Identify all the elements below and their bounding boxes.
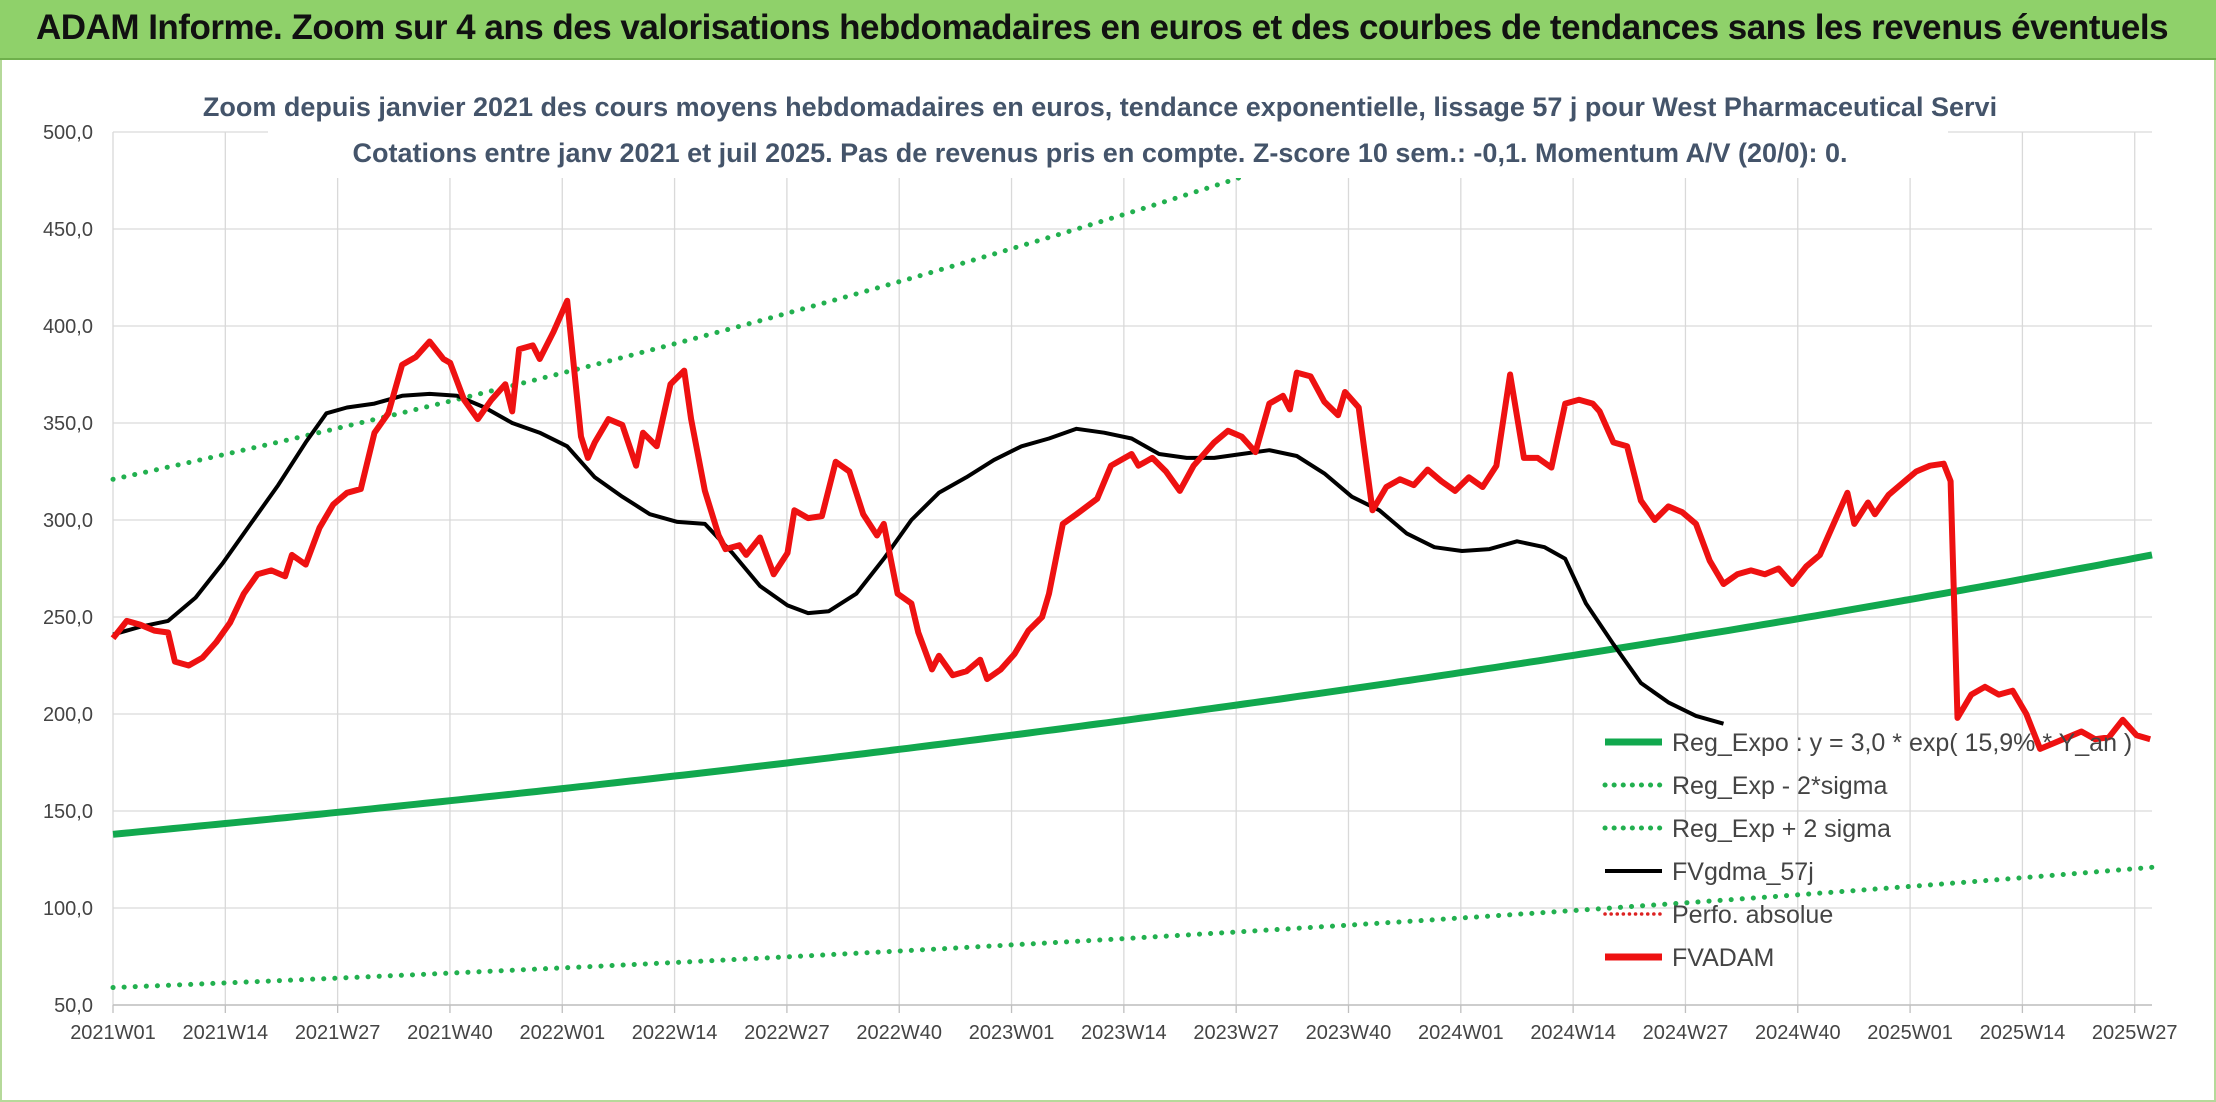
legend-label: Reg_Exp + 2 sigma (1672, 815, 1891, 843)
chart-subtitle: Zoom depuis janvier 2021 des cours moyen… (203, 82, 1997, 178)
page-title: ADAM Informe. Zoom sur 4 ans des valoris… (36, 8, 2169, 47)
axes: 50,0 100,0 150,0 200,0 250,0 300,0 350,0 400,0 4… (43, 122, 2178, 1044)
series-upper-band (110, 132, 1385, 482)
legend-label: FVADAM (1672, 944, 1774, 972)
series-price (110, 297, 2152, 752)
subtitle-background (268, 82, 1948, 178)
x-tick-label: 2024W14 (1530, 1022, 1616, 1044)
x-tick-label: 2022W27 (744, 1022, 830, 1044)
subtitle-line-1: Zoom depuis janvier 2021 des cours moyen… (203, 92, 1997, 122)
series-layer (110, 132, 2155, 990)
y-tick-label: 200,0 (43, 704, 93, 726)
y-tick-label: 50,0 (54, 995, 93, 1017)
title-banner: ADAM Informe. Zoom sur 4 ans des valoris… (0, 0, 2216, 60)
y-tick-label: 300,0 (43, 510, 93, 532)
y-tick-label: 500,0 (43, 122, 93, 144)
x-tick-label: 2023W14 (1081, 1022, 1167, 1044)
y-tick-label: 250,0 (43, 607, 93, 629)
y-tick-label: 450,0 (43, 219, 93, 241)
x-tick-label: 2025W14 (1980, 1022, 2066, 1044)
x-tick-label: 2023W40 (1306, 1022, 1392, 1044)
series-smoothed (112, 391, 1725, 726)
x-tick-label: 2022W40 (856, 1022, 942, 1044)
series-lower-band (110, 864, 2155, 990)
y-tick-label: 150,0 (43, 801, 93, 823)
series-regression (112, 551, 2153, 838)
x-tick-label: 2021W01 (70, 1022, 156, 1044)
x-tick-label: 2025W27 (2092, 1022, 2178, 1044)
x-tick-label: 2023W01 (969, 1022, 1055, 1044)
y-tick-label: 100,0 (43, 898, 93, 920)
grid (112, 131, 2152, 1006)
x-tick-label: 2024W27 (1643, 1022, 1729, 1044)
x-tick-label: 2025W01 (1867, 1022, 1953, 1044)
x-tick-label: 2024W01 (1418, 1022, 1504, 1044)
x-tick-label: 2023W27 (1193, 1022, 1279, 1044)
legend-label: Reg_Expo : y = 3,0 * exp( 15,9% * Y_an ) (1672, 729, 2132, 757)
legend-label: FVgdma_57j (1672, 858, 1814, 886)
x-tick-label: 2021W40 (407, 1022, 493, 1044)
x-tick-label: 2021W27 (295, 1022, 381, 1044)
x-tick-label: 2022W01 (519, 1022, 605, 1044)
y-tick-label: 350,0 (43, 413, 93, 435)
legend-label: Reg_Exp - 2*sigma (1672, 772, 1887, 800)
x-tick-label: 2021W14 (183, 1022, 269, 1044)
legend: Reg_Expo : y = 3,0 * exp( 15,9% * Y_an )… (1602, 729, 2132, 972)
x-tick-label: 2024W40 (1755, 1022, 1841, 1044)
y-tick-label: 400,0 (43, 316, 93, 338)
subtitle-line-2: Cotations entre janv 2021 et juil 2025. … (352, 138, 1847, 168)
x-tick-label: 2022W14 (632, 1022, 718, 1044)
legend-label: Perfo. absolue (1672, 901, 1833, 929)
